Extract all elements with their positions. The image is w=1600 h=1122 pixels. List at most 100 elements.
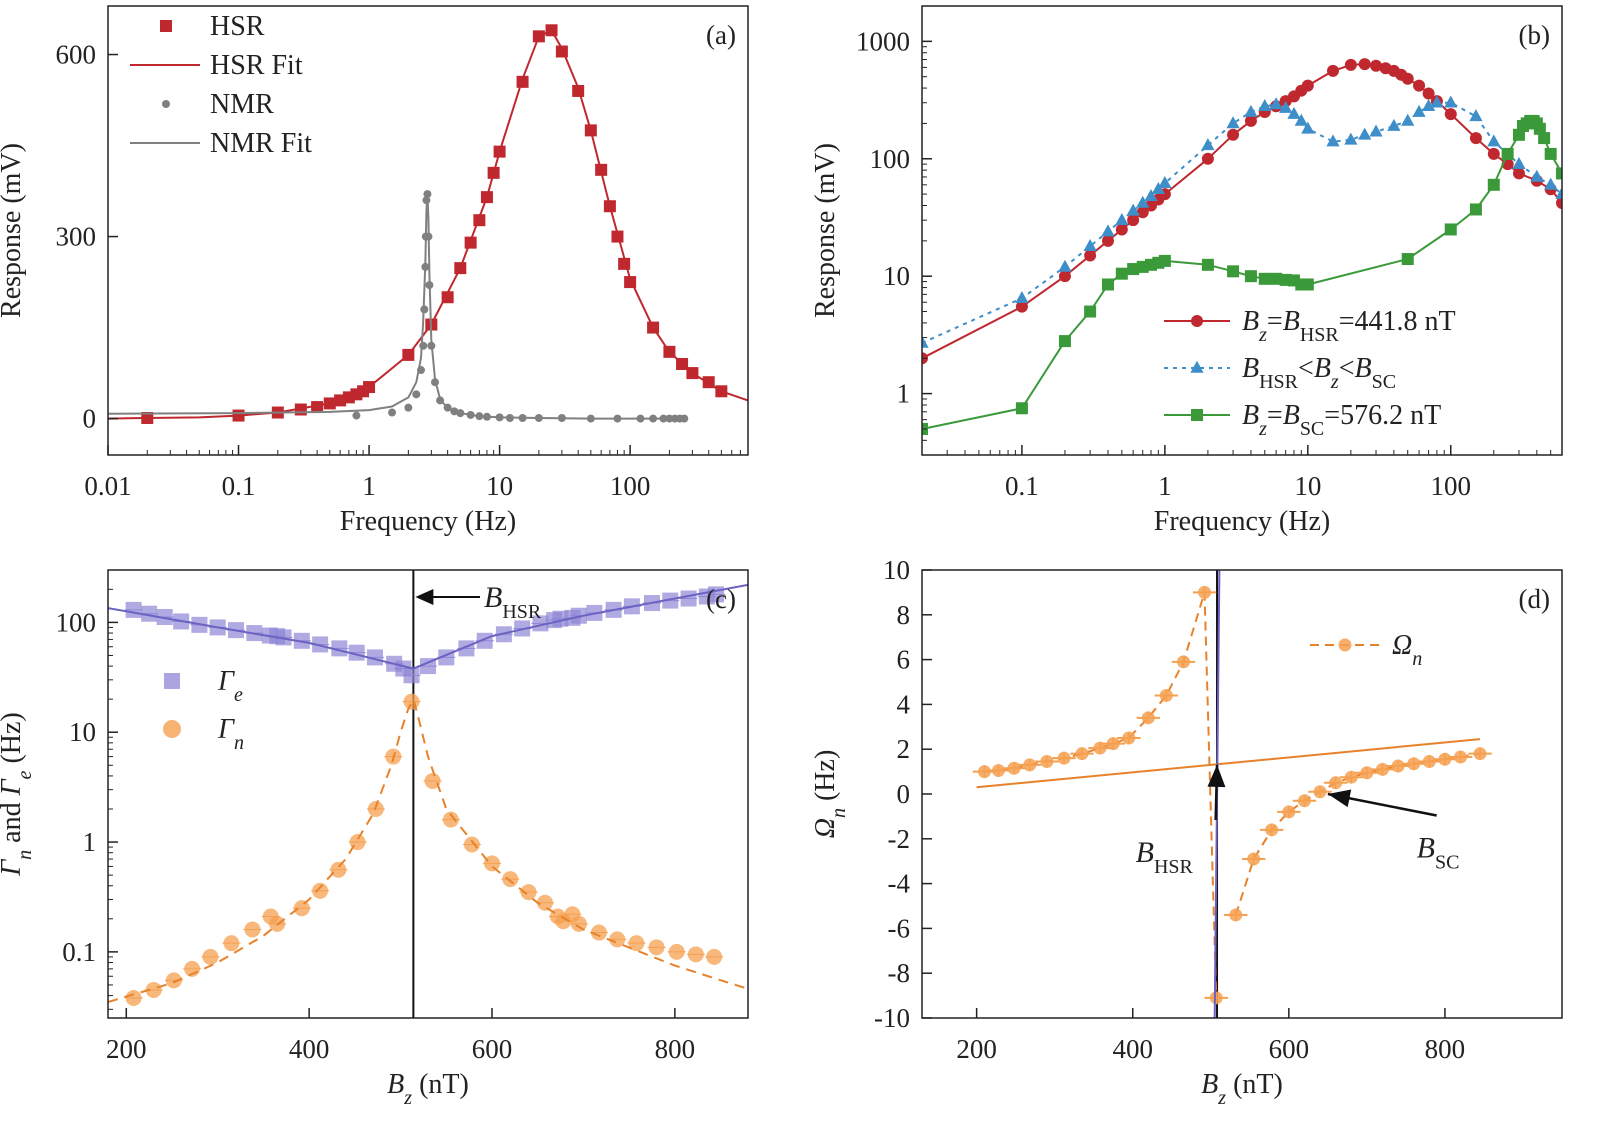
y-tick-label: 10 [69, 717, 96, 747]
data-point [1083, 239, 1097, 252]
data-point [1201, 258, 1214, 271]
chart-panel-3: 200 400 600 800 0.1 1 10 100 (c) Bz (nT) Γn and Γe… [0, 569, 749, 1109]
legend-label: HSR [210, 11, 265, 42]
data-point [1556, 197, 1562, 210]
data-point [1122, 731, 1136, 745]
data-point [1158, 175, 1172, 188]
data-point [1106, 737, 1120, 751]
x-axis-title: Frequency (Hz) [340, 506, 516, 537]
data-point [1454, 750, 1468, 764]
data-point [1297, 794, 1311, 808]
data-point [680, 414, 689, 423]
x-tick-label: 800 [1425, 1034, 1466, 1064]
y-tick-label: 1 [897, 379, 911, 409]
y-tick-label: -10 [874, 1003, 910, 1033]
data-point [1544, 147, 1557, 160]
data-point [977, 765, 991, 779]
data-point [1058, 270, 1071, 283]
data-point [1512, 156, 1526, 169]
data-point [1247, 852, 1261, 866]
data-point [1487, 134, 1501, 147]
data-point [1015, 300, 1028, 313]
y-tick-label: -2 [888, 824, 911, 854]
data-point [1422, 87, 1435, 100]
x-tick-label: 0.01 [84, 471, 131, 501]
data-point [1358, 58, 1371, 71]
data-point [1487, 147, 1500, 160]
annotation-label: BHSR [484, 581, 542, 623]
x-tick-label: 10 [1294, 471, 1321, 501]
data-point [1444, 223, 1457, 236]
data-point [1344, 58, 1357, 71]
fit-line [108, 583, 748, 670]
chart-panel-2: 0.1 1 10 100 1 10 100 1000 (b) Frequency (Hz) Resp… [810, 5, 1563, 537]
data-point [1344, 770, 1358, 784]
legend-marker [1191, 409, 1203, 421]
panel-label: (c) [706, 584, 736, 614]
x-tick-label: 400 [289, 1034, 330, 1064]
data-point [991, 763, 1005, 777]
y-tick-label: 100 [870, 144, 911, 174]
legend: Γe Γn [163, 666, 244, 754]
data-point [1126, 203, 1140, 216]
x-tick-label: 200 [956, 1034, 997, 1064]
legend-marker [1190, 360, 1204, 373]
x-tick-label: 10 [486, 471, 513, 501]
data-point [1270, 272, 1283, 285]
data-point [404, 403, 413, 412]
data-point [1209, 991, 1223, 1005]
data-point [1444, 95, 1458, 108]
data-point [1058, 259, 1072, 272]
legend-label: NMR [210, 89, 274, 120]
data-point [1287, 106, 1301, 119]
data-point [1282, 805, 1296, 819]
data-point [1159, 688, 1173, 702]
legend-marker [1191, 315, 1203, 327]
y-axis-title: Response (mV) [0, 143, 27, 318]
data-point [1501, 147, 1514, 160]
data-point [1533, 122, 1546, 135]
data-point [1369, 124, 1383, 137]
data-point [1258, 272, 1271, 285]
data-point [922, 335, 929, 348]
y-tick-label: 100 [56, 607, 97, 637]
data-point [1015, 402, 1028, 415]
data-point [1329, 776, 1343, 790]
x-tick-label: 200 [106, 1034, 147, 1064]
data-point [1360, 766, 1374, 780]
y-tick-label: 1 [83, 827, 97, 857]
data-point [1127, 214, 1140, 227]
data-point [1375, 762, 1389, 776]
data-point [412, 390, 421, 399]
x-tick-label: 0.1 [222, 471, 256, 501]
data-point [1370, 59, 1383, 72]
data-point [1084, 249, 1097, 262]
data-point [1326, 64, 1339, 77]
x-tick-label: 0.1 [1005, 471, 1039, 501]
data-point [1301, 121, 1315, 134]
data-point [1487, 178, 1500, 191]
x-tick-label: 1 [1158, 471, 1172, 501]
annotation-label: BHSR [1136, 836, 1194, 878]
annotation-arrowhead [1207, 764, 1226, 788]
data-point [1344, 132, 1358, 145]
x-tick-label: 400 [1112, 1034, 1153, 1064]
legend-label: BHSR<Bz<BSC [1242, 353, 1396, 393]
data-point [1075, 747, 1089, 761]
plot-area [108, 570, 748, 1018]
data-point [1430, 95, 1444, 108]
data-point [419, 341, 428, 350]
data-point [1556, 167, 1562, 180]
y-tick-label: 6 [897, 645, 911, 675]
data-point [1358, 127, 1372, 140]
data-point [1151, 182, 1165, 195]
x-tick-label: 1 [362, 471, 376, 501]
data-point [1313, 785, 1327, 799]
data-point [1412, 104, 1426, 117]
data-point [1136, 195, 1150, 208]
y-tick-label: -6 [888, 913, 911, 943]
legend-marker [163, 720, 181, 738]
data-point [1101, 224, 1115, 237]
legend: HSR HSR Fit NMR NMR Fit [130, 11, 312, 159]
y-tick-label: 4 [897, 689, 911, 719]
